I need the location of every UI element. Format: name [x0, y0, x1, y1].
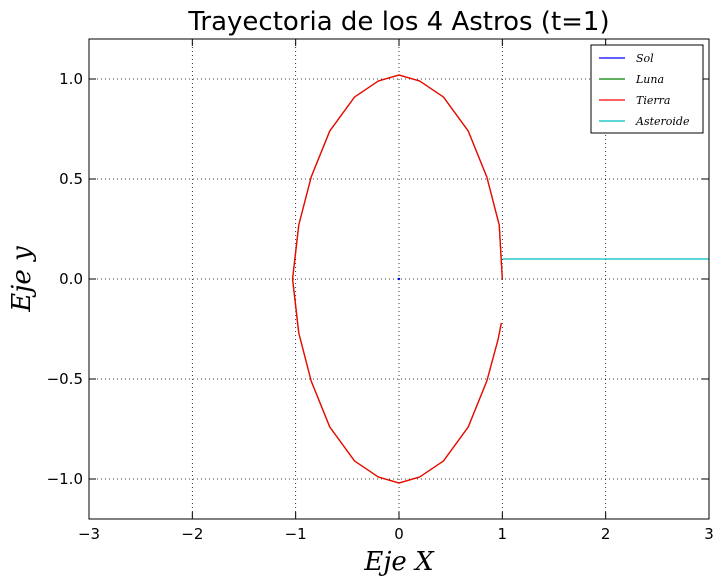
legend: Sol Luna Tierra Asteroide	[590, 44, 704, 134]
series-sol-point	[397, 277, 401, 281]
legend-label: Tierra	[636, 94, 670, 107]
legend-label: Asteroide	[635, 115, 690, 128]
x-axis-label: Eje X	[363, 547, 435, 577]
chart-title: Trayectoria de los 4 Astros (t=1)	[187, 7, 609, 37]
x-tick-label: 2	[601, 525, 611, 543]
y-tick-label: −0.5	[47, 370, 83, 388]
x-tick-label: 3	[704, 525, 714, 543]
legend-label: Sol	[636, 52, 654, 65]
x-tick-label: −3	[78, 525, 100, 543]
legend-label: Luna	[635, 73, 664, 86]
series-tierra-line	[291, 74, 503, 484]
x-tick-label: 1	[498, 525, 508, 543]
y-tick-label: −1.0	[47, 470, 83, 488]
series-group	[291, 74, 709, 484]
y-tick-label: 1.0	[59, 70, 83, 88]
y-tick-label: 0.5	[59, 170, 83, 188]
x-tick-label: −2	[181, 525, 203, 543]
legend-box	[590, 44, 704, 134]
x-tick-label: −1	[285, 525, 307, 543]
y-tick-label: 0.0	[59, 270, 83, 288]
y-axis-label: Eje y	[7, 246, 37, 313]
ticks: −3 −2 −1 0 1 2 3 −1.0 −0.5 0.0 0.5 1.0	[47, 39, 714, 543]
x-tick-label: 0	[394, 525, 404, 543]
